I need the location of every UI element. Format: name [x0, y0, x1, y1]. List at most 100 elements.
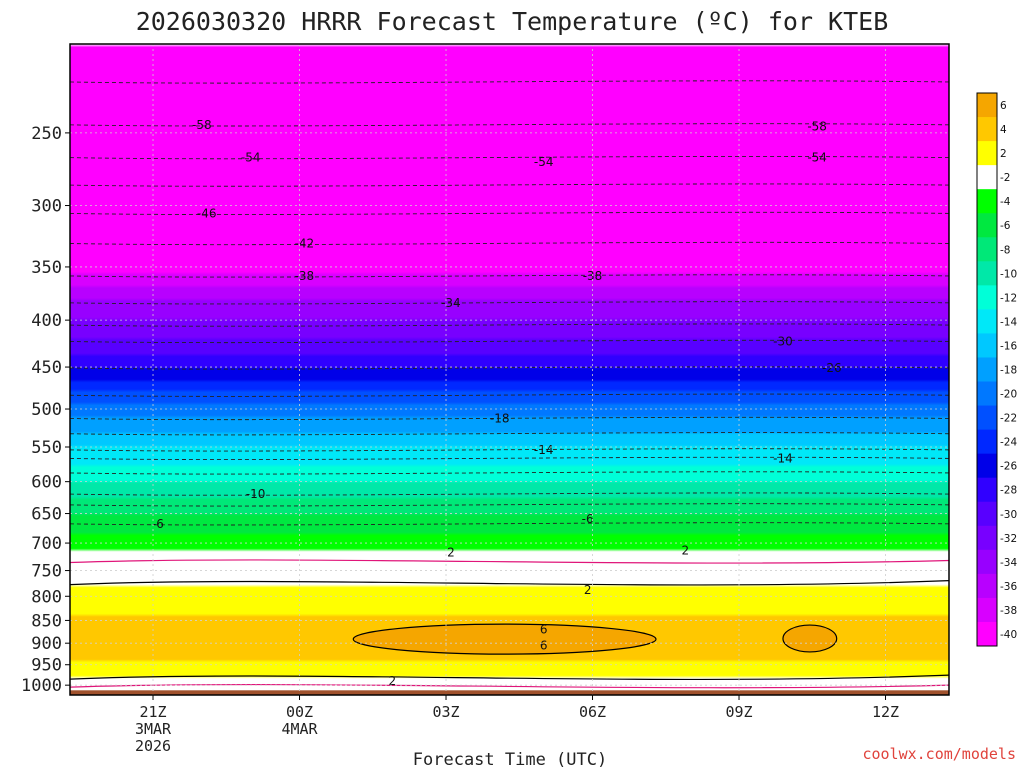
- colorbar-swatch: [977, 285, 997, 310]
- contour-label: -34: [441, 296, 461, 310]
- colorbar-swatch: [977, 525, 997, 551]
- contour-label: 6: [540, 623, 548, 637]
- colorbar-swatch: [977, 333, 997, 358]
- colorbar-swatch: [977, 261, 997, 286]
- isotherm-dashed: [70, 448, 949, 452]
- isotherm-dashed: [70, 183, 949, 187]
- colorbar-tick-label: -6: [1000, 220, 1011, 232]
- colorbar-swatch: [977, 621, 997, 647]
- contour-label: -58: [807, 119, 827, 133]
- contour-label: -26: [822, 361, 842, 375]
- colorbar-tick-label: -36: [1000, 581, 1017, 593]
- colorbar-tick-label: 2: [1000, 148, 1007, 160]
- x-tick-label: 12Z: [872, 703, 899, 721]
- contour-label: -14: [773, 451, 793, 465]
- isotherm-dashed: [70, 123, 949, 127]
- colorbar-tick-label: -30: [1000, 509, 1017, 521]
- warm-core-region: [352, 623, 657, 655]
- colorbar-swatch: [977, 549, 997, 575]
- isotherm-dashed: [70, 323, 949, 327]
- colorbar-tick-label: -8: [1000, 244, 1010, 256]
- colorbar-swatch: [977, 117, 997, 142]
- isotherm-dashed: [70, 522, 949, 526]
- contour-label: 2: [447, 546, 455, 560]
- y-tick-label: 450: [31, 358, 62, 378]
- warm-core-region: [782, 624, 838, 653]
- isotherm-dashed: [70, 471, 949, 475]
- colorbar-swatch: [977, 309, 997, 334]
- isotherm-dashed: [70, 492, 949, 496]
- y-tick-label: 750: [31, 562, 62, 582]
- y-tick-label: 700: [31, 534, 62, 554]
- isotherm-dashed: [70, 80, 949, 84]
- colorbar-swatch: [977, 573, 997, 599]
- contour-label: -54: [241, 151, 261, 165]
- x-tick-label: 03Z: [432, 703, 459, 721]
- colorbar-tick-label: -32: [1000, 533, 1017, 545]
- colorbar-swatch: [977, 453, 997, 479]
- contour-label: 6: [540, 638, 548, 652]
- colorbar-tick-label: -2: [1000, 172, 1010, 184]
- contour-label: -10: [246, 487, 266, 501]
- ground-strip: [70, 690, 949, 695]
- colorbar-tick-label: 4: [1000, 124, 1007, 136]
- isotherm-dashed: [70, 503, 949, 507]
- credit-link[interactable]: coolwx.com/models: [862, 745, 1016, 763]
- contour-label: -6: [582, 512, 594, 526]
- colorbar-swatch: [977, 597, 997, 623]
- y-axis: 250 300 350 400 450 500 550 600 650 700 750 800 850 9…: [21, 124, 70, 696]
- colorbar-swatch: [977, 357, 997, 383]
- colorbar-tick-label: -34: [1000, 557, 1017, 569]
- contour-label: -46: [197, 206, 217, 220]
- isotherm-dashed: [70, 241, 949, 246]
- isotherm-solid: [70, 674, 949, 681]
- y-tick-label: 950: [31, 656, 62, 676]
- isotherm-dashed: [70, 211, 949, 216]
- contour-label: -38: [295, 269, 315, 283]
- contour-label: 2: [681, 543, 689, 557]
- y-tick-label: 600: [31, 473, 62, 493]
- x-tick-label: 4MAR: [281, 720, 318, 738]
- colorbar-tick-label: -26: [1000, 461, 1017, 473]
- y-tick-label: 850: [31, 611, 62, 631]
- y-tick-label: 650: [31, 505, 62, 525]
- colorbar-tick-label: -14: [1000, 316, 1017, 328]
- x-axis-label: Forecast Time (UTC): [413, 750, 607, 768]
- x-tick-label: 21Z: [139, 703, 166, 721]
- contour-label: 2: [584, 583, 592, 597]
- colorbar-tick-label: -20: [1000, 389, 1017, 401]
- colorbar-tick-label: 6: [1000, 100, 1007, 112]
- y-tick-label: 300: [31, 197, 62, 217]
- colorbar-tick-label: -16: [1000, 340, 1017, 352]
- colorbar-swatch: [977, 429, 997, 455]
- plot-frame: [69, 43, 950, 696]
- isotherm-dashed: [70, 432, 949, 436]
- contour-label: -54: [534, 155, 554, 169]
- isotherm-dashed: [70, 456, 949, 461]
- colorbar-swatch: [977, 381, 997, 407]
- contour-label: -6: [152, 517, 164, 531]
- contour-label: -54: [807, 151, 827, 165]
- isotherm-dashed: [70, 366, 949, 370]
- contour-label: 2: [388, 674, 396, 688]
- colorbar-tick-label: -4: [1000, 196, 1011, 208]
- colorbar-tick-label: -40: [1000, 629, 1017, 641]
- y-tick-label: 550: [31, 438, 62, 458]
- isotherm-dashed: [70, 274, 949, 278]
- x-tick-label: 2026: [135, 737, 171, 755]
- isotherm-dashed: [70, 301, 949, 305]
- isotherm-dashed: [70, 393, 949, 397]
- y-tick-label: 500: [31, 400, 62, 420]
- y-tick-label: 350: [31, 258, 62, 278]
- y-tick-label: 800: [31, 587, 62, 607]
- colorbar-tick-label: -22: [1000, 413, 1017, 425]
- x-tick-label: 00Z: [286, 703, 313, 721]
- colorbar-tick-label: -12: [1000, 292, 1017, 304]
- temperature-field: [70, 44, 949, 695]
- isotherm-dashed: [70, 156, 949, 160]
- zero-isotherm: [70, 559, 949, 564]
- contour-label: -18: [490, 411, 510, 425]
- colorbar-tick-label: -38: [1000, 605, 1017, 617]
